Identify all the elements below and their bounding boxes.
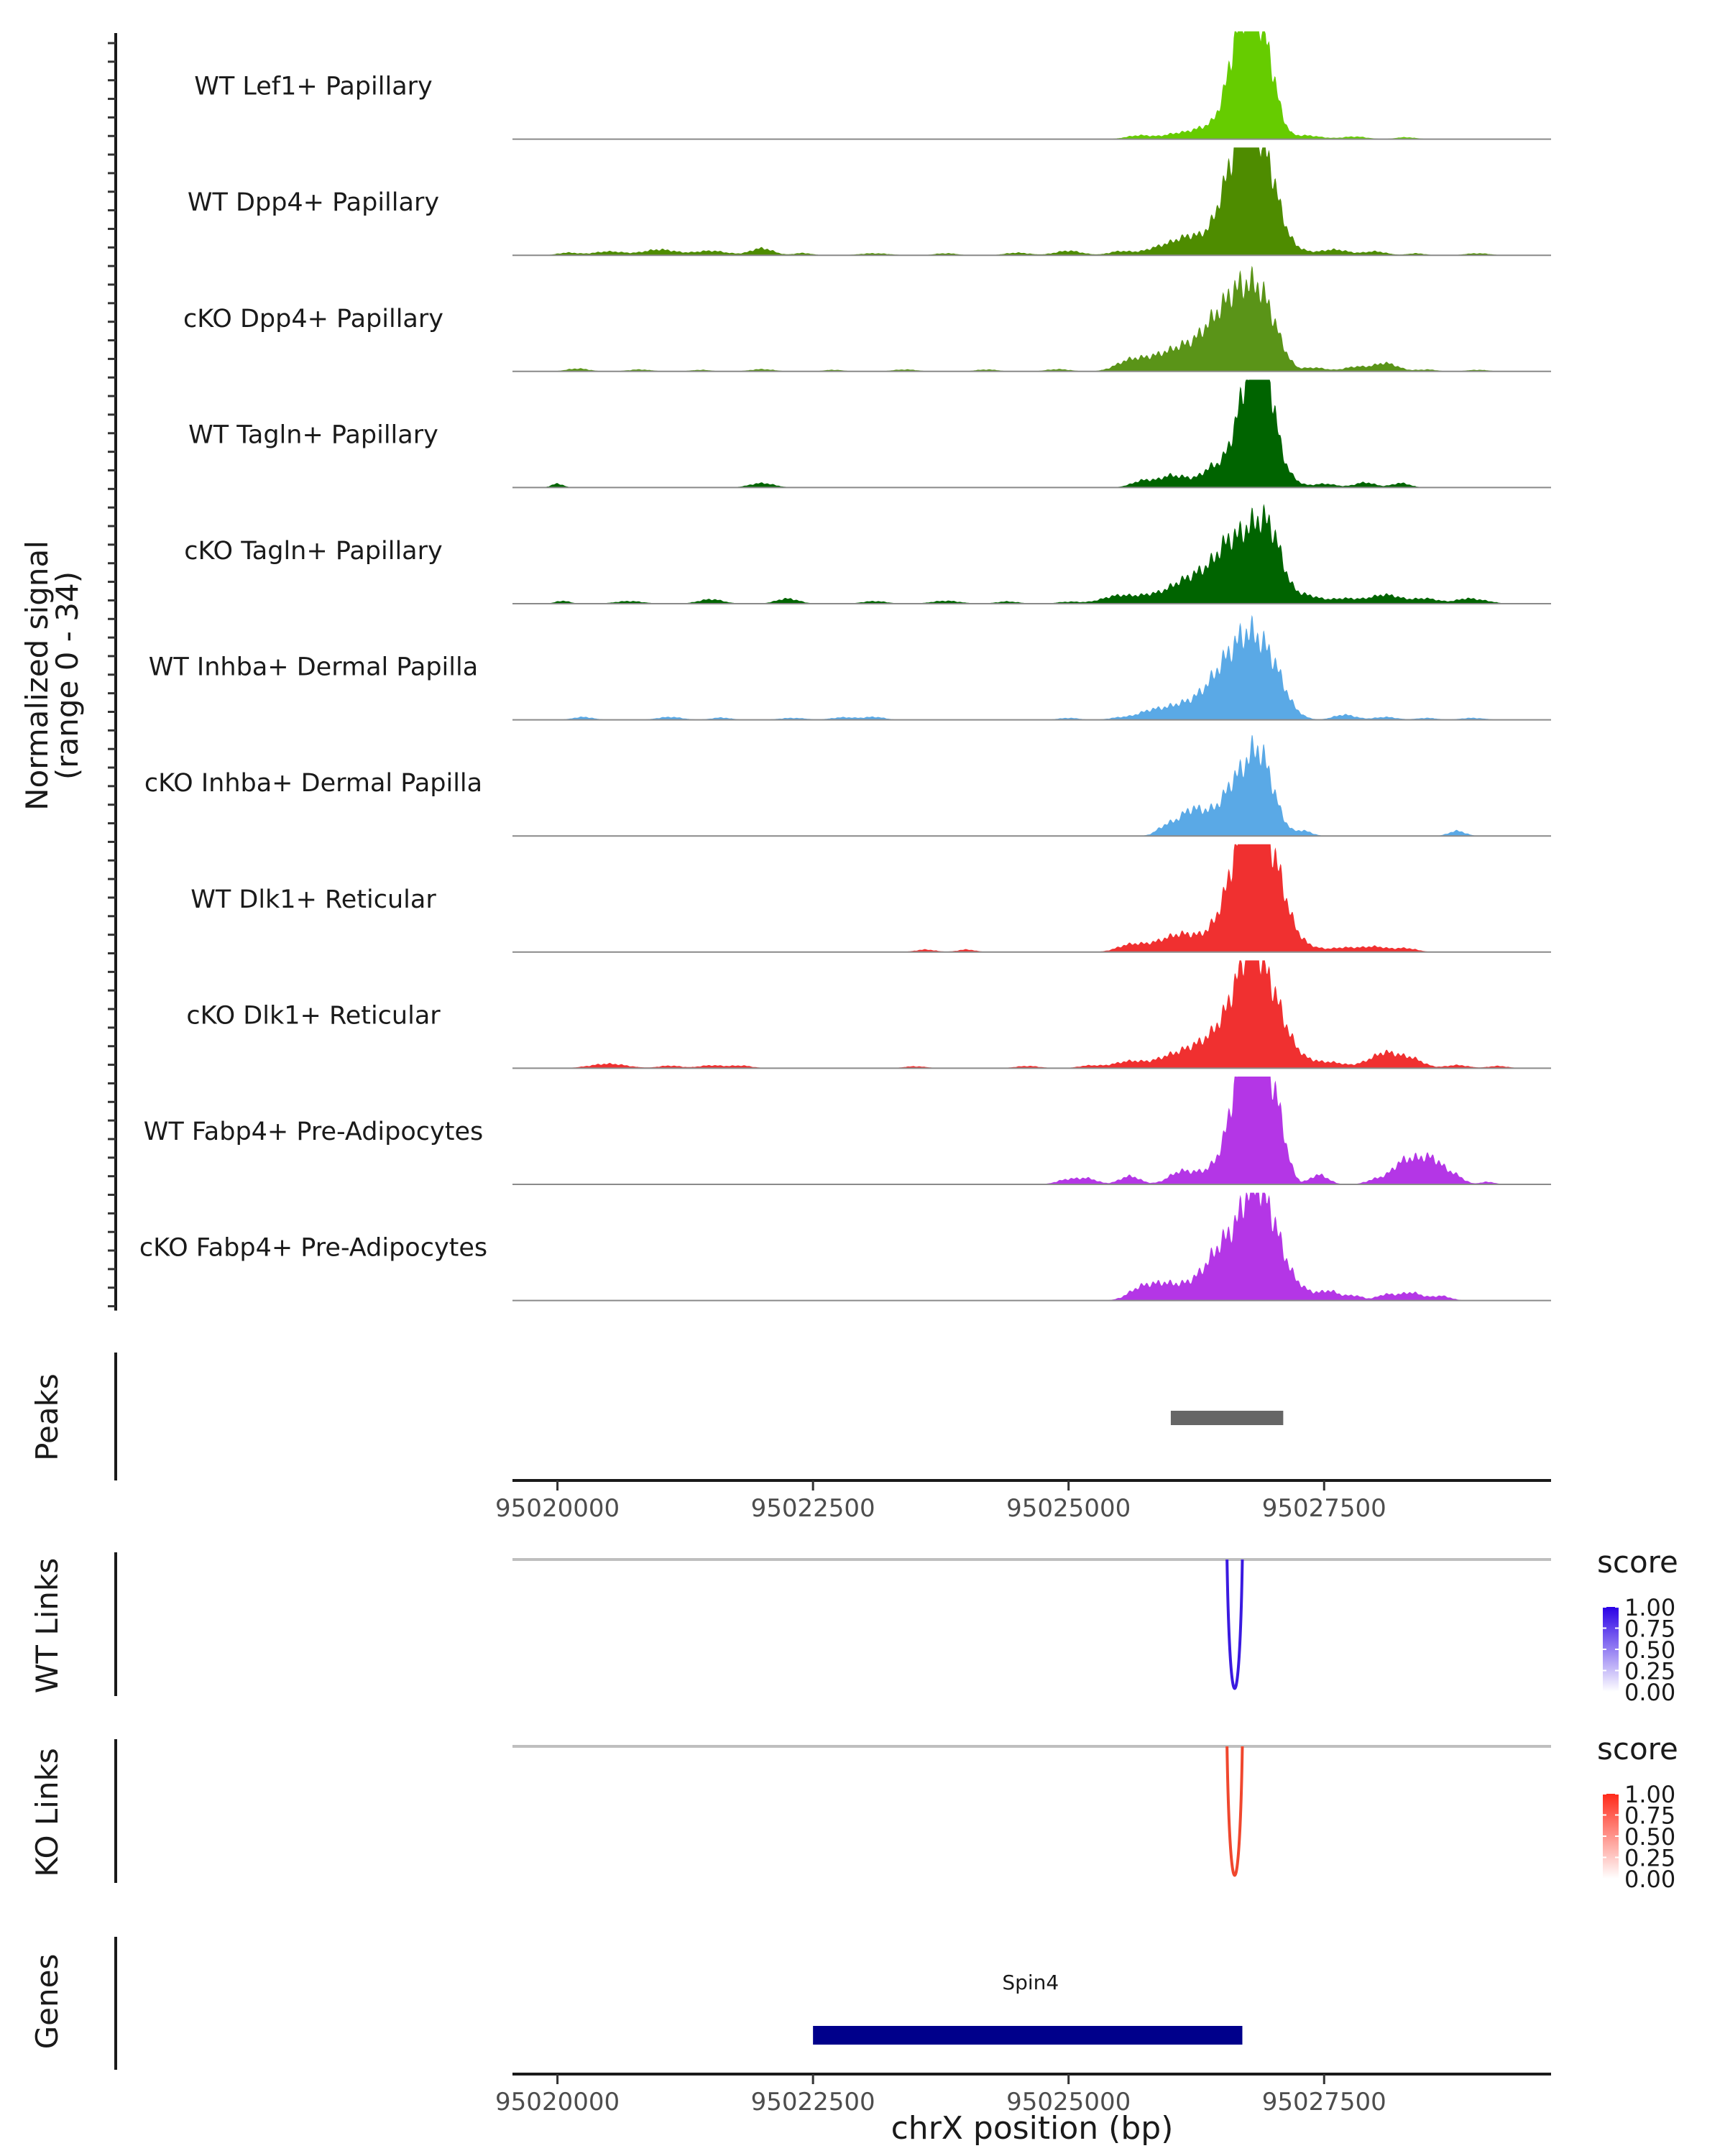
link-track [114, 1739, 1551, 1883]
x-axis-title: chrX position (bp) [891, 2110, 1174, 2147]
legend-title: score [1597, 1731, 1678, 1766]
link-arc [1225, 1559, 1244, 1690]
coverage-area [512, 1192, 1551, 1301]
legend-tick-label: 0.25 [1624, 1845, 1675, 1872]
score-legend: score 1.000.750.500.250.00 [1597, 1731, 1678, 1893]
peaks-panel [114, 1353, 1284, 1480]
coverage-track-label: cKO Fabp4+ Pre-Adipocytes [139, 1234, 487, 1263]
coverage-track: cKO Fabp4+ Pre-Adipocytes [139, 1192, 1551, 1302]
score-legend: score 1.000.750.500.250.00 [1597, 1544, 1678, 1706]
legend-colorbar [1603, 1794, 1619, 1879]
x-tick-label: 95022500 [751, 2088, 875, 2116]
x-tick-label: 95022500 [751, 1494, 875, 1523]
legend-tick-label: 0.50 [1624, 1823, 1675, 1851]
legend-tick-label: 0.00 [1624, 1866, 1675, 1893]
score-legends: score1.000.750.500.250.00score1.000.750.… [1597, 1544, 1678, 1893]
coverage-ylabel-line2: (range 0 - 34) [50, 571, 85, 780]
legend-colorbar [1603, 1607, 1619, 1692]
x-tick-label: 95020000 [495, 2088, 620, 2116]
coverage-area [512, 1077, 1551, 1184]
coverage-ylabel-line1: Normalized signal [19, 540, 55, 811]
coverage-track: WT Dlk1+ Reticular [190, 844, 1551, 953]
links-panels [114, 1552, 1551, 1883]
coverage-panel: WT Lef1+ Papillary WT Dpp4+ Papillary cKO … [108, 31, 1551, 1311]
legend-tick-label: 1.00 [1624, 1781, 1675, 1808]
coverage-track-label: cKO Inhba+ Dermal Papilla [144, 769, 482, 798]
x-tick-label: 95025000 [1006, 2088, 1131, 2116]
coverage-track-label: cKO Dlk1+ Reticular [186, 1001, 441, 1030]
peaks-track-label: Peaks [29, 1373, 65, 1461]
coverage-track: WT Dpp4+ Papillary [188, 147, 1551, 257]
legend-tick-label: 0.25 [1624, 1658, 1675, 1685]
legend-tick-label: 0.50 [1624, 1636, 1675, 1664]
x-axis-upper: 95020000 95022500 95025000 95027500 [495, 1479, 1551, 1523]
legend-title: score [1597, 1544, 1678, 1580]
coverage-area [512, 265, 1551, 372]
genes-panel: Spin4 [114, 1937, 1243, 2070]
coverage-area [512, 504, 1551, 604]
coverage-track: WT Lef1+ Papillary [194, 31, 1551, 140]
ko-links-label: KO Links [29, 1748, 65, 1877]
coverage-area [512, 735, 1551, 837]
legend-tick-label: 0.75 [1624, 1616, 1675, 1643]
link-arc [1225, 1746, 1244, 1877]
coverage-area [512, 379, 1551, 488]
legend-tick-label: 0.00 [1624, 1679, 1675, 1706]
x-tick-label: 95027500 [1262, 2088, 1386, 2116]
peak-region [1170, 1411, 1284, 1425]
coverage-track-label: WT Lef1+ Papillary [194, 73, 433, 101]
coverage-track: cKO Dlk1+ Reticular [186, 960, 1551, 1069]
coverage-track-label: WT Inhba+ Dermal Papilla [149, 653, 478, 682]
x-tick-label: 95027500 [1262, 1494, 1386, 1523]
coverage-area [512, 960, 1551, 1069]
coverage-track: WT Inhba+ Dermal Papilla [149, 614, 1551, 721]
coverage-track-label: cKO Dpp4+ Papillary [183, 305, 443, 333]
coverage-track: cKO Dpp4+ Papillary [183, 265, 1551, 372]
coverage-track: WT Tagln+ Papillary [188, 379, 1551, 489]
coverage-area [512, 31, 1551, 139]
coverage-area [512, 147, 1551, 256]
coverage-track-label: WT Dpp4+ Papillary [188, 188, 439, 217]
coverage-track-label: WT Fabp4+ Pre-Adipocytes [144, 1118, 483, 1146]
coverage-area [512, 614, 1551, 720]
coverage-track: cKO Tagln+ Papillary [184, 504, 1551, 604]
wt-links-label: WT Links [29, 1558, 65, 1693]
gene-name-label: Spin4 [1002, 1971, 1059, 1994]
legend-tick-label: 0.75 [1624, 1802, 1675, 1830]
coverage-track-label: WT Dlk1+ Reticular [190, 885, 436, 914]
link-track [114, 1552, 1551, 1696]
x-tick-label: 95025000 [1006, 1494, 1131, 1523]
coverage-track-label: WT Tagln+ Papillary [188, 420, 438, 449]
coverage-track-label: cKO Tagln+ Papillary [184, 537, 443, 566]
genes-track-label: Genes [29, 1954, 65, 2050]
coverage-track: cKO Inhba+ Dermal Papilla [144, 735, 1551, 837]
coverage-area [512, 844, 1551, 952]
legend-tick-label: 1.00 [1624, 1594, 1675, 1621]
coverage-track: WT Fabp4+ Pre-Adipocytes [144, 1077, 1551, 1185]
x-axis-lower: 95020000 95022500 95025000 95027500 [495, 2073, 1551, 2116]
gene-body [813, 2026, 1243, 2045]
x-tick-label: 95020000 [495, 1494, 620, 1523]
